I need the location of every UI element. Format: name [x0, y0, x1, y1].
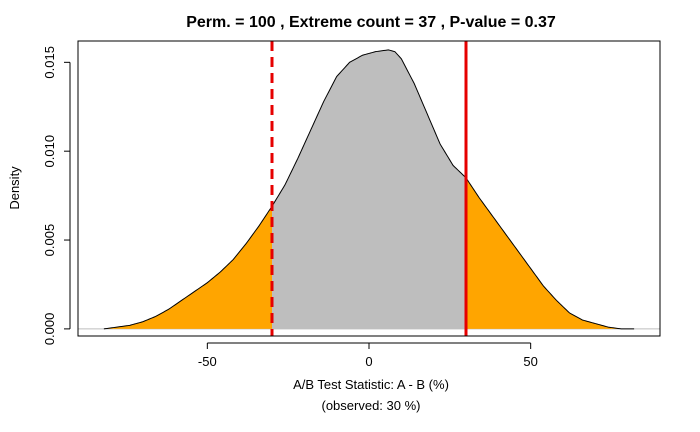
plot-area	[64, 40, 661, 349]
y-axis-label: Density	[7, 166, 22, 210]
y-tick-label: 0.005	[42, 224, 57, 257]
plot-frame	[77, 40, 661, 337]
x-tick-label: -50	[198, 354, 217, 369]
chart-title: Perm. = 100 , Extreme count = 37 , P-val…	[186, 14, 556, 31]
x-axis-label: A/B Test Statistic: A - B (%)	[293, 377, 449, 392]
y-tick-label: 0.015	[42, 46, 57, 79]
x-tick-label: 50	[523, 354, 537, 369]
y-tick-label: 0.000	[42, 313, 57, 346]
density-curve	[103, 49, 635, 330]
center-area	[272, 49, 466, 329]
x-tick-label: 0	[365, 354, 372, 369]
left-tail-area	[103, 206, 272, 329]
right-tail-area	[466, 177, 635, 329]
x-axis-sublabel: (observed: 30 %)	[322, 398, 421, 413]
y-tick-label: 0.010	[42, 135, 57, 168]
